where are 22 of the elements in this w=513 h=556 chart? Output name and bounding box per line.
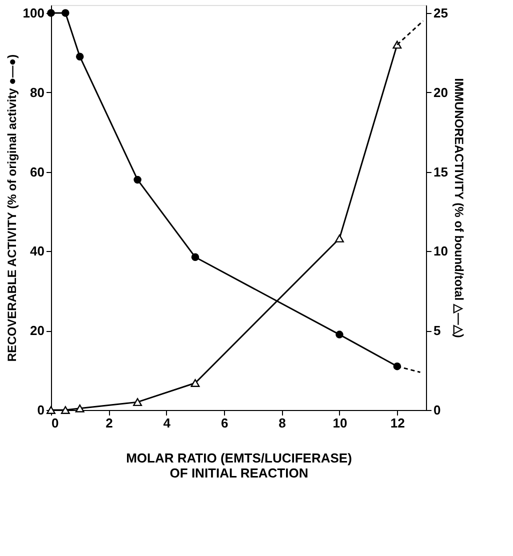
x-tick-label: 4 — [163, 416, 172, 430]
y-tick-label: 100 — [22, 5, 44, 20]
x-tick-label: 8 — [278, 416, 286, 430]
y2-axis-title: IMMUNOREACTIVITY (% of bound/total △—△) — [452, 78, 466, 338]
x-tick-label: 12 — [390, 416, 405, 430]
x-axis-title: MOLAR RATIO (EMTS/LUCIFERASE) OF INITIAL REACTION — [126, 450, 352, 480]
y2-tick-label: 0 — [434, 402, 441, 418]
y-axis-title: RECOVERABLE ACTIVITY (% of original activity ●—●) — [4, 54, 19, 362]
x-tick-label: 6 — [220, 416, 228, 430]
y2-tick-label: 10 — [434, 244, 448, 259]
y-tick-label: 40 — [30, 244, 44, 259]
x-tick-label: 0 — [52, 416, 59, 430]
y-tick-label: 0 — [37, 402, 44, 418]
y-tick-label: 80 — [30, 84, 44, 100]
y-tick-label: 20 — [30, 323, 44, 338]
x-tick-label: 10 — [332, 416, 348, 430]
x-tick-label: 2 — [106, 416, 113, 430]
y2-tick-label: 15 — [434, 164, 448, 180]
y2-tick-label: 25 — [434, 5, 448, 20]
y2-tick-label: 5 — [434, 323, 441, 338]
y2-tick-label: 20 — [434, 84, 448, 100]
y-tick-label: 60 — [30, 164, 44, 180]
